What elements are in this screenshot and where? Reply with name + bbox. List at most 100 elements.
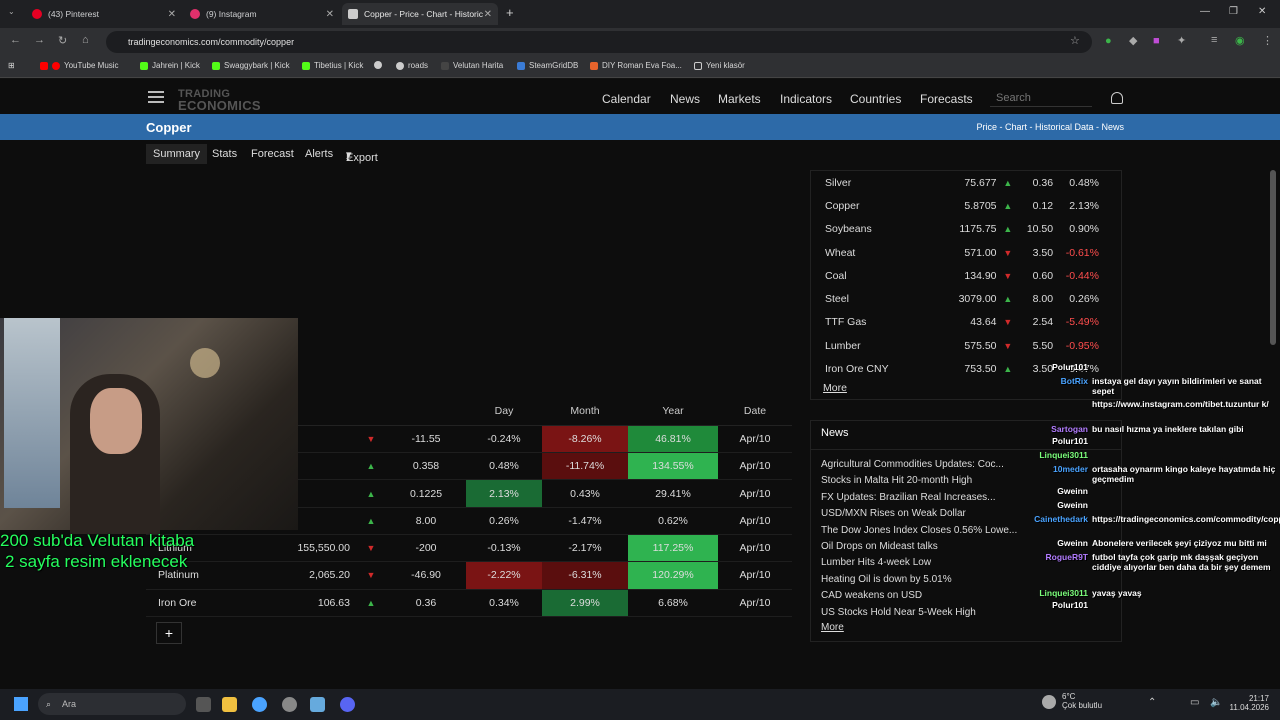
chat-username[interactable]: Cainethedark: [1034, 514, 1088, 524]
task-view-icon[interactable]: [196, 697, 211, 712]
nav-news[interactable]: News: [670, 92, 701, 106]
chat-username[interactable]: Polur101: [1052, 362, 1088, 372]
col-year[interactable]: Year: [628, 398, 718, 426]
side-row[interactable]: Wheat 571.00 ▼ 3.50 -0.61%: [811, 241, 1121, 264]
chat-username[interactable]: Polur101: [1052, 600, 1088, 610]
chat-username[interactable]: Sartogan: [1051, 424, 1088, 434]
commodity-name[interactable]: Platinum: [158, 569, 199, 582]
tab-pinterest[interactable]: (43) Pinterest ✕: [26, 3, 182, 25]
tab-alerts[interactable]: Alerts: [305, 148, 334, 160]
side-row[interactable]: Copper 5.8705 ▲ 0.12 2.13%: [811, 194, 1121, 217]
tab-search-icon[interactable]: ⌄: [8, 7, 15, 16]
page-links[interactable]: Price - Chart - Historical Data - News: [976, 122, 1124, 132]
side-row[interactable]: Lumber 575.50 ▼ 5.50 -0.95%: [811, 334, 1121, 357]
extension-icon[interactable]: ■: [1153, 35, 1160, 47]
add-row-button[interactable]: +: [156, 622, 182, 644]
profile-avatar[interactable]: ◉: [1235, 35, 1245, 47]
commodity-name[interactable]: Iron Ore CNY: [825, 363, 889, 376]
col-day[interactable]: Day: [466, 398, 542, 426]
news-item[interactable]: FX Updates: Brazilian Real Increases...: [821, 491, 996, 503]
extension-icon[interactable]: ●: [1105, 35, 1112, 47]
speaker-icon[interactable]: 🔈: [1210, 697, 1223, 708]
news-item[interactable]: Heating Oil is down by 5.01%: [821, 573, 952, 585]
tab-summary[interactable]: Summary: [146, 144, 208, 164]
commodity-name[interactable]: Lumber: [825, 339, 861, 352]
news-more-link[interactable]: More: [821, 622, 844, 633]
table-row[interactable]: ▼ -11.55 -0.24% -8.26% 46.81% Apr/10: [146, 425, 792, 453]
news-item[interactable]: The Dow Jones Index Closes 0.56% Lowe...: [821, 524, 1018, 536]
side-row[interactable]: Iron Ore CNY 753.50 ▲ 3.50 0.47%: [811, 357, 1121, 380]
user-icon[interactable]: [1111, 92, 1123, 104]
tab-instagram[interactable]: (9) Instagram ✕: [184, 3, 340, 25]
chat-username[interactable]: Linquei3011: [1039, 588, 1088, 598]
commodity-name[interactable]: Soybeans: [825, 223, 872, 236]
app-icon[interactable]: [310, 697, 325, 712]
col-date[interactable]: Date: [718, 398, 792, 426]
bookmark-velutan-harita[interactable]: Velutan Harita: [441, 61, 503, 70]
menu-kebab-icon[interactable]: ⋮: [1262, 35, 1273, 47]
side-row[interactable]: Coal 134.90 ▼ 0.60 -0.44%: [811, 264, 1121, 287]
close-icon[interactable]: ✕: [483, 8, 492, 20]
table-row[interactable]: ▲ 0.358 0.48% -11.74% 134.55% Apr/10: [146, 452, 792, 480]
chat-username[interactable]: RogueR9T: [1045, 552, 1089, 562]
chat-username[interactable]: Gweinn: [1057, 538, 1088, 548]
table-row[interactable]: Platinum 2,065.20 ▼ -46.90 -2.22% -6.31% 120.2…: [146, 561, 792, 590]
clock[interactable]: 21:17 11.04.2026: [1229, 694, 1269, 712]
col-month[interactable]: Month: [542, 398, 628, 426]
tab-copper[interactable]: Copper - Price - Chart - Historic ✕: [342, 3, 498, 25]
close-icon[interactable]: ✕: [325, 8, 334, 20]
nav-markets[interactable]: Markets: [718, 92, 761, 106]
bookmark-diy-roman[interactable]: DIY Roman Eva Foa...: [590, 61, 682, 70]
bookmark-jahrein[interactable]: Jahrein | Kick: [140, 61, 200, 70]
news-item[interactable]: Stocks in Malta Hit 20-month High: [821, 475, 973, 487]
news-item[interactable]: CAD weakens on USD: [821, 590, 923, 602]
side-row[interactable]: Silver 75.677 ▲ 0.36 0.48%: [811, 171, 1121, 194]
site-search-input[interactable]: [990, 89, 1092, 107]
side-more-link[interactable]: More: [823, 382, 847, 394]
forward-icon[interactable]: →: [34, 34, 45, 46]
chat-username[interactable]: BotRix: [1060, 376, 1088, 386]
tray-chevron-icon[interactable]: ⌃: [1148, 697, 1157, 708]
taskbar-search[interactable]: ⌕ Ara: [38, 693, 186, 715]
table-row[interactable]: Iron Ore 106.63 ▲ 0.36 0.34% 2.99% 6.68% Apr/10: [146, 589, 792, 617]
nav-calendar[interactable]: Calendar: [602, 92, 651, 106]
bookmark-roads[interactable]: roads: [396, 61, 428, 70]
bookmark-steamgriddb[interactable]: SteamGridDB: [517, 61, 578, 70]
bookmark-folder[interactable]: Yeni klasör: [694, 61, 745, 70]
chrome-icon[interactable]: [252, 697, 267, 712]
home-icon[interactable]: ⌂: [82, 34, 89, 46]
table-row[interactable]: ▲ 8.00 0.26% -1.47% 0.62% Apr/10: [146, 507, 792, 535]
side-row[interactable]: Soybeans 1175.75 ▲ 10.50 0.90%: [811, 218, 1121, 241]
bookmark-star-icon[interactable]: ☆: [1070, 35, 1080, 47]
reload-icon[interactable]: ↻: [58, 35, 68, 47]
bookmark-swaggybark[interactable]: Swaggybark | Kick: [212, 61, 290, 70]
nav-forecasts[interactable]: Forecasts: [920, 92, 973, 106]
windows-start-icon[interactable]: [14, 697, 28, 711]
tab-stats[interactable]: Stats: [212, 148, 238, 160]
nav-countries[interactable]: Countries: [850, 92, 902, 106]
table-row[interactable]: ▲ 0.1225 2.13% 0.43% 29.41% Apr/10: [146, 479, 792, 508]
news-item[interactable]: US Stocks Hold Near 5-Week High: [821, 606, 976, 618]
apps-grid-icon[interactable]: ⊞: [8, 61, 15, 70]
hamburger-menu-icon[interactable]: [148, 91, 164, 103]
commodity-name[interactable]: Coal: [825, 269, 847, 282]
news-item[interactable]: Lumber Hits 4-week Low: [821, 557, 932, 569]
news-item[interactable]: USD/MXN Rises on Weak Dollar: [821, 508, 966, 520]
export-dropdown[interactable]: ⤓ Export ▾: [346, 149, 378, 164]
commodity-name[interactable]: TTF Gas: [825, 316, 867, 329]
chat-username[interactable]: Gweinn: [1057, 486, 1088, 496]
chat-username[interactable]: Linquei3011: [1039, 450, 1088, 460]
reading-list-icon[interactable]: ≡: [1211, 34, 1218, 46]
page-scrollbar[interactable]: [1270, 170, 1276, 345]
site-logo[interactable]: TRADING ECONOMICS: [178, 88, 261, 113]
bookmark-tibetius[interactable]: Tibetius | Kick: [302, 61, 363, 70]
side-row[interactable]: TTF Gas 43.64 ▼ 2.54 -5.49%: [811, 311, 1121, 334]
weather-widget[interactable]: 6°C Çok bulutlu: [1062, 692, 1103, 710]
news-item[interactable]: Oil Drops on Mideast talks: [821, 541, 938, 552]
chat-username[interactable]: Polur101: [1052, 436, 1088, 446]
commodity-name[interactable]: Silver: [825, 176, 852, 189]
news-item[interactable]: Agricultural Commodities Updates: Coc...: [821, 459, 1004, 470]
extensions-puzzle-icon[interactable]: ✦: [1177, 35, 1187, 47]
bookmark-youtube-music[interactable]: YouTube Music: [40, 61, 119, 70]
commodity-name[interactable]: Steel: [825, 293, 849, 306]
